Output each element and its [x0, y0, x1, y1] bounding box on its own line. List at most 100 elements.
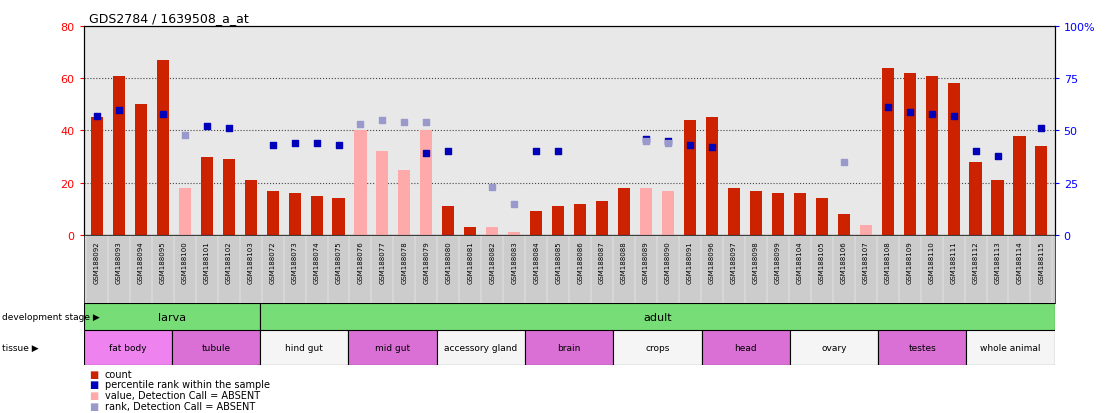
Text: fat body: fat body — [109, 344, 146, 352]
Bar — [260, 304, 1055, 330]
Point — [440, 149, 458, 155]
Bar — [355, 131, 366, 235]
Bar — [790, 330, 878, 366]
Point — [483, 184, 501, 191]
Bar — [156, 61, 169, 235]
Point — [198, 123, 215, 130]
Text: GSM188110: GSM188110 — [929, 241, 934, 283]
Text: rank, Detection Call = ABSENT: rank, Detection Call = ABSENT — [105, 401, 256, 411]
Point — [374, 117, 392, 124]
Bar — [201, 157, 213, 235]
Point — [637, 136, 655, 143]
Bar — [838, 215, 849, 235]
Text: ■: ■ — [89, 380, 98, 389]
Text: larva: larva — [157, 312, 186, 322]
Bar — [684, 121, 696, 235]
Bar — [878, 330, 966, 366]
Bar — [90, 118, 103, 235]
Bar — [1013, 136, 1026, 235]
Bar — [1036, 147, 1048, 235]
Text: GSM188086: GSM188086 — [577, 241, 584, 283]
Point — [637, 138, 655, 145]
Point — [417, 151, 435, 157]
Bar — [310, 196, 323, 235]
Bar — [487, 228, 499, 235]
Text: GSM188105: GSM188105 — [819, 241, 825, 283]
Text: GSM188094: GSM188094 — [137, 241, 144, 283]
Text: GSM188109: GSM188109 — [906, 241, 913, 283]
Text: GSM188074: GSM188074 — [314, 241, 319, 283]
Bar — [113, 76, 125, 235]
Text: adult: adult — [643, 312, 672, 322]
Bar — [966, 330, 1055, 366]
Bar — [244, 180, 257, 235]
Bar — [947, 84, 960, 235]
Point — [176, 132, 194, 139]
Text: tubule: tubule — [202, 344, 231, 352]
Text: GSM188091: GSM188091 — [687, 241, 693, 283]
Text: GSM188076: GSM188076 — [357, 241, 364, 283]
Text: value, Detection Call = ABSENT: value, Detection Call = ABSENT — [105, 390, 260, 400]
Bar — [222, 160, 234, 235]
Bar — [882, 69, 894, 235]
Text: ■: ■ — [89, 369, 98, 379]
Text: GSM188080: GSM188080 — [445, 241, 451, 283]
Bar — [348, 330, 436, 366]
Text: GSM188073: GSM188073 — [291, 241, 298, 283]
Bar — [421, 131, 432, 235]
Point — [88, 113, 106, 120]
Text: whole animal: whole animal — [980, 344, 1041, 352]
Text: GSM188084: GSM188084 — [533, 241, 539, 283]
Text: GSM188081: GSM188081 — [468, 241, 473, 283]
Text: GSM188098: GSM188098 — [753, 241, 759, 283]
Text: GSM188104: GSM188104 — [797, 241, 802, 283]
Text: GSM188082: GSM188082 — [489, 241, 496, 283]
Text: GSM188075: GSM188075 — [336, 241, 341, 283]
Point — [286, 140, 304, 147]
Bar — [574, 204, 586, 235]
Bar — [398, 170, 411, 235]
Bar — [925, 76, 937, 235]
Text: ovary: ovary — [821, 344, 847, 352]
Point — [989, 153, 1007, 159]
Bar — [442, 207, 454, 235]
Text: GSM188078: GSM188078 — [402, 241, 407, 283]
Bar — [904, 74, 916, 235]
Point — [220, 126, 238, 132]
Point — [263, 142, 281, 149]
Point — [835, 159, 853, 166]
Text: GSM188115: GSM188115 — [1039, 241, 1045, 283]
Text: GSM188097: GSM188097 — [731, 241, 737, 283]
Text: GSM188083: GSM188083 — [511, 241, 517, 283]
Text: brain: brain — [558, 344, 580, 352]
Point — [506, 201, 523, 207]
Bar — [84, 330, 172, 366]
Text: GDS2784 / 1639508_a_at: GDS2784 / 1639508_a_at — [89, 12, 249, 25]
Point — [966, 149, 984, 155]
Text: GSM188112: GSM188112 — [972, 241, 979, 283]
Text: GSM188095: GSM188095 — [160, 241, 166, 283]
Text: development stage ▶: development stage ▶ — [2, 313, 100, 321]
Text: head: head — [734, 344, 757, 352]
Bar — [267, 191, 279, 235]
Text: GSM188107: GSM188107 — [863, 241, 868, 283]
Bar — [772, 194, 783, 235]
Text: accessory gland: accessory gland — [444, 344, 518, 352]
Bar — [436, 330, 525, 366]
Text: ■: ■ — [89, 401, 98, 411]
Text: crops: crops — [645, 344, 670, 352]
Text: GSM188101: GSM188101 — [204, 241, 210, 283]
Text: percentile rank within the sample: percentile rank within the sample — [105, 380, 270, 389]
Bar — [618, 188, 631, 235]
Text: GSM188072: GSM188072 — [270, 241, 276, 283]
Point — [109, 107, 127, 114]
Bar — [508, 233, 520, 235]
Point — [549, 149, 567, 155]
Point — [329, 142, 347, 149]
Text: GSM188085: GSM188085 — [555, 241, 561, 283]
Bar — [702, 330, 790, 366]
Text: GSM188088: GSM188088 — [622, 241, 627, 283]
Text: ■: ■ — [89, 390, 98, 400]
Text: hind gut: hind gut — [286, 344, 324, 352]
Bar — [816, 199, 828, 235]
